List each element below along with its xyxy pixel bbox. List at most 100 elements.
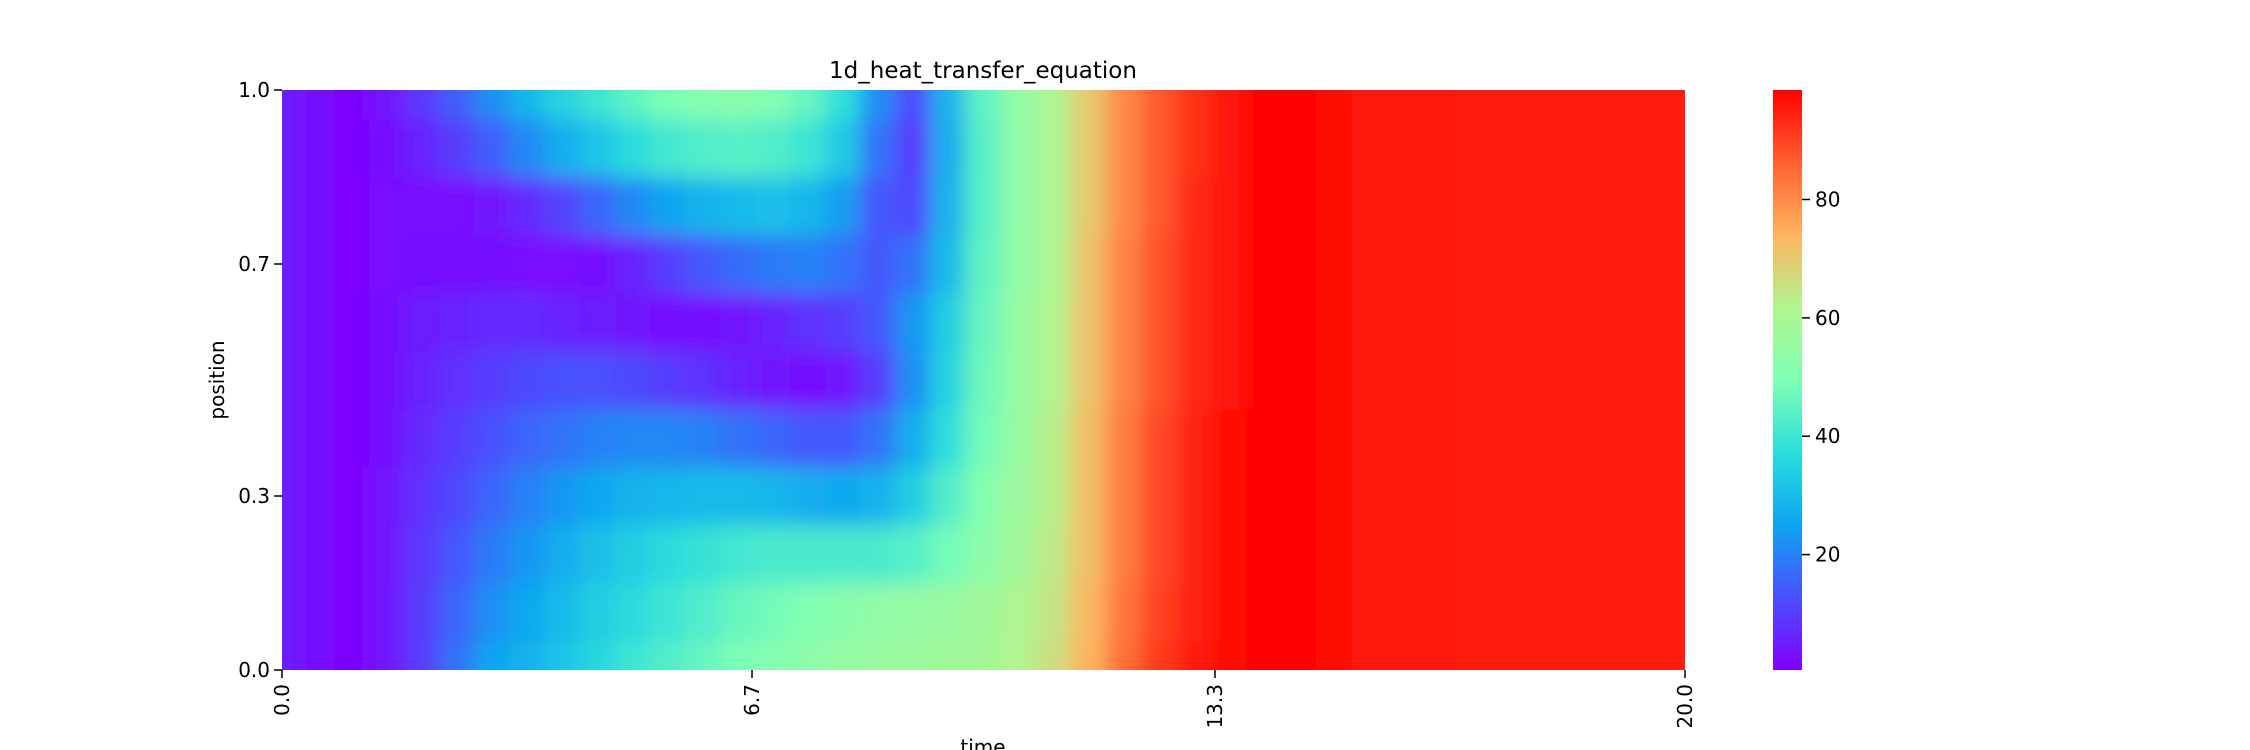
heatmap-cell — [474, 524, 511, 584]
heatmap-cell — [334, 466, 371, 526]
heatmap-cell — [1245, 524, 1283, 584]
heatmap-cell — [1245, 176, 1283, 236]
y-axis-label: position — [205, 340, 229, 419]
heatmap-cell — [1245, 350, 1283, 410]
heatmap-cell — [895, 350, 932, 410]
heatmap-cell — [334, 90, 371, 120]
heatmap-cell — [1561, 176, 1598, 236]
heatmap-cell — [1140, 466, 1178, 526]
heatmap-cell — [1140, 176, 1178, 236]
heatmap-cell — [965, 640, 1002, 670]
heatmap-cell — [404, 640, 441, 670]
heatmap-cell — [1526, 350, 1563, 410]
heatmap-cell — [1245, 118, 1283, 178]
heatmap-cell — [789, 234, 827, 294]
heatmap-cell — [719, 582, 757, 642]
heatmap-cell — [649, 176, 686, 236]
heatmap-cell — [439, 466, 476, 526]
heatmap-cell — [895, 292, 932, 352]
colorbar-axis: 20 40 60 80 — [1802, 187, 1840, 567]
heatmap-cell — [1526, 234, 1563, 294]
heatmap-cell — [649, 466, 686, 526]
heatmap-cell — [282, 118, 301, 178]
heatmap-cell — [282, 90, 301, 120]
heatmap-cell — [1281, 292, 1318, 352]
heatmap-cell — [1526, 408, 1563, 468]
heatmap-cell — [754, 408, 792, 468]
heatmap-cell — [1386, 118, 1423, 178]
heatmap-cell — [298, 466, 336, 526]
heatmap-cell — [282, 292, 301, 352]
heatmap-cell — [404, 582, 441, 642]
heatmap-cell — [1561, 524, 1598, 584]
heatmap-cell — [860, 350, 897, 410]
heatmap-cell — [1526, 524, 1563, 584]
colorbar-tick-label: 80 — [1815, 187, 1840, 211]
heatmap-cell — [1561, 292, 1598, 352]
heatmap-cell — [298, 118, 336, 178]
heatmap-cell — [754, 466, 792, 526]
heatmap-cell — [754, 350, 792, 410]
heatmap-cell — [1491, 466, 1528, 526]
heatmap-cell — [1666, 350, 1685, 410]
heatmap-cell — [1210, 524, 1248, 584]
heatmap-cell — [1105, 234, 1142, 294]
heatmap-cell — [1456, 90, 1493, 120]
heatmap-cell — [649, 640, 686, 670]
heatmap-cell — [1245, 408, 1283, 468]
heatmap-cell — [965, 234, 1002, 294]
heatmap-cell — [439, 118, 476, 178]
heatmap-cell — [965, 118, 1002, 178]
heatmap-cell — [684, 118, 722, 178]
heatmap-cell — [369, 408, 406, 468]
heatmap-cell — [1035, 292, 1072, 352]
heatmap-cell — [1666, 234, 1685, 294]
heatmap-cell — [1561, 466, 1598, 526]
heatmap-cell — [1421, 234, 1458, 294]
heatmap-cell — [1421, 292, 1458, 352]
heatmap-cell — [614, 292, 651, 352]
heatmap-cell — [1070, 408, 1107, 468]
heatmap-cell — [1351, 408, 1388, 468]
heatmap-cell — [1140, 350, 1178, 410]
heatmap-cell — [1035, 524, 1072, 584]
heatmap-cell — [860, 466, 897, 526]
heatmap-cell — [1175, 90, 1213, 120]
heatmap-cell — [282, 524, 301, 584]
heatmap-cell — [684, 234, 722, 294]
heatmap-cell — [1351, 90, 1388, 120]
heatmap-cell — [1035, 582, 1072, 642]
heatmap-cell — [1631, 408, 1669, 468]
heatmap-cell — [1596, 640, 1633, 670]
heatmap-cell — [754, 582, 792, 642]
heatmap-cell — [1140, 524, 1178, 584]
heatmap-cell — [439, 292, 476, 352]
heatmap-cell — [1596, 466, 1633, 526]
heatmap-cell — [1316, 234, 1353, 294]
heatmap-cell — [1561, 118, 1598, 178]
heatmap-cell — [544, 176, 581, 236]
heatmap-cell — [1245, 466, 1283, 526]
heatmap-cell — [1526, 90, 1563, 120]
heatmap-cell — [1386, 582, 1423, 642]
heatmap-cell — [1421, 582, 1458, 642]
heatmap-cell — [439, 350, 476, 410]
heatmap-cell — [334, 408, 371, 468]
heatmap-cell — [930, 640, 967, 670]
heatmap-cell — [298, 176, 336, 236]
heatmap-cell — [1631, 90, 1669, 120]
heatmap-cell — [544, 582, 581, 642]
heatmap-cell — [334, 350, 371, 410]
heatmap-cell — [1105, 350, 1142, 410]
heatmap-cell — [1386, 466, 1423, 526]
heatmap-cell — [1105, 640, 1142, 670]
heatmap-cell — [1596, 118, 1633, 178]
heatmap-cell — [404, 292, 441, 352]
y-tick-label: 0.7 — [238, 252, 270, 276]
heatmap-cell — [754, 176, 792, 236]
heatmap-cell — [298, 640, 336, 670]
heatmap-cell — [1210, 640, 1248, 670]
heatmap-cell — [684, 524, 722, 584]
heatmap-cell — [282, 234, 301, 294]
heatmap-cell — [649, 118, 686, 178]
